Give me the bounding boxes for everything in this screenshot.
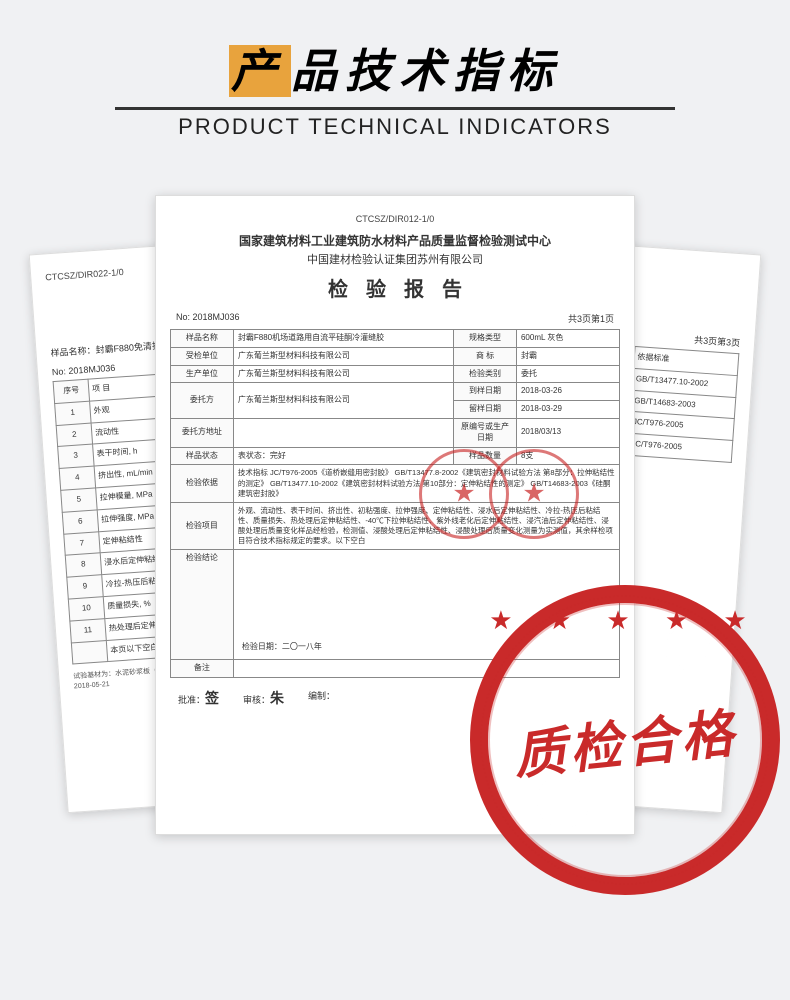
table-row: 受检单位广东葡兰斯型材料科技有限公司商 标封霸 — [171, 347, 620, 365]
title-english: PRODUCT TECHNICAL INDICATORS — [0, 114, 790, 140]
title-chinese: 产品技术指标 — [0, 35, 790, 101]
table-row: 委托方广东葡兰斯型材料科技有限公司到样日期2018-03-26 — [171, 383, 620, 401]
stamp-texture — [470, 585, 780, 895]
documents-area: CTCSZ/DIR022-1/0 检 样品名称：封霸F880免清扫 No: 20… — [0, 195, 790, 935]
report-title: 检验报告 — [170, 273, 620, 302]
org-line-2: 中国建材检验认证集团苏州有限公司 — [170, 251, 620, 267]
signature: 朱 — [270, 692, 284, 707]
red-seal-icon: ★ — [489, 449, 579, 539]
table-row: 生产单位广东葡兰斯型材料科技有限公司检验类别委托 — [171, 365, 620, 383]
table-row: 委托方地址原编号或生产日期2018/03/13 — [171, 418, 620, 447]
report-meta-row: No: 2018MJ036 共3页第1页 — [170, 312, 620, 325]
title-underline — [115, 107, 675, 110]
signature: 签 — [205, 692, 219, 707]
doc-code: CTCSZ/DIR012-1/0 — [170, 214, 620, 224]
org-line-1: 国家建筑材料工业建筑防水材料产品质量监督检验测试中心 — [170, 232, 620, 249]
table-row: 样品名称封霸F880机场道路用自流平硅酮冷灌缝胶规格类型600mL 灰色 — [171, 330, 620, 348]
title-rest: 品技术指标 — [291, 45, 561, 97]
inspection-date: 检验日期：二〇一八年 — [242, 642, 322, 653]
qc-pass-stamp: ★ ★ ★ ★ ★ 质检合格 — [470, 585, 780, 895]
title-highlight-char: 产 — [229, 45, 291, 97]
header: 产品技术指标 PRODUCT TECHNICAL INDICATORS — [0, 0, 790, 140]
